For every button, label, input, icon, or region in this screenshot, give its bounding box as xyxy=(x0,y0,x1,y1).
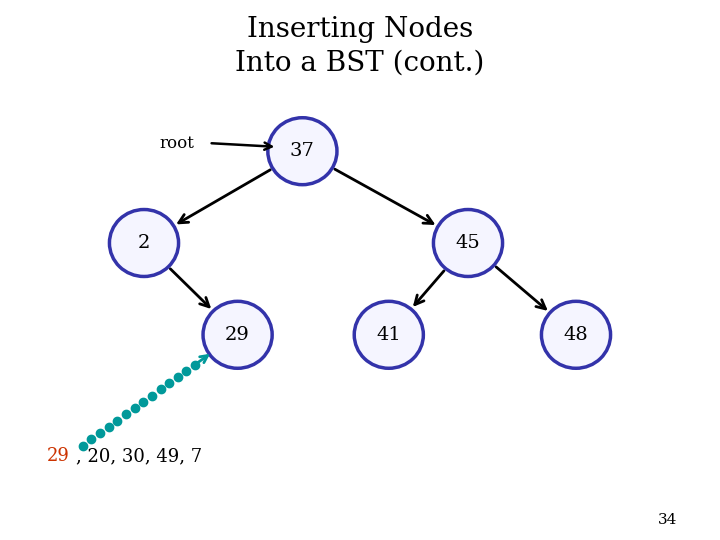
Text: 45: 45 xyxy=(456,234,480,252)
Text: 37: 37 xyxy=(290,142,315,160)
Ellipse shape xyxy=(433,210,503,276)
Ellipse shape xyxy=(354,301,423,368)
Text: 2: 2 xyxy=(138,234,150,252)
Ellipse shape xyxy=(541,301,611,368)
Ellipse shape xyxy=(268,118,337,185)
Text: root: root xyxy=(160,134,194,152)
Text: 29: 29 xyxy=(47,447,70,465)
Text: 29: 29 xyxy=(225,326,250,344)
Text: 34: 34 xyxy=(657,512,677,526)
Text: Inserting Nodes
Into a BST (cont.): Inserting Nodes Into a BST (cont.) xyxy=(235,16,485,77)
Text: , 20, 30, 49, 7: , 20, 30, 49, 7 xyxy=(76,447,202,465)
Text: 48: 48 xyxy=(564,326,588,344)
Text: 41: 41 xyxy=(377,326,401,344)
Ellipse shape xyxy=(109,210,179,276)
Ellipse shape xyxy=(203,301,272,368)
